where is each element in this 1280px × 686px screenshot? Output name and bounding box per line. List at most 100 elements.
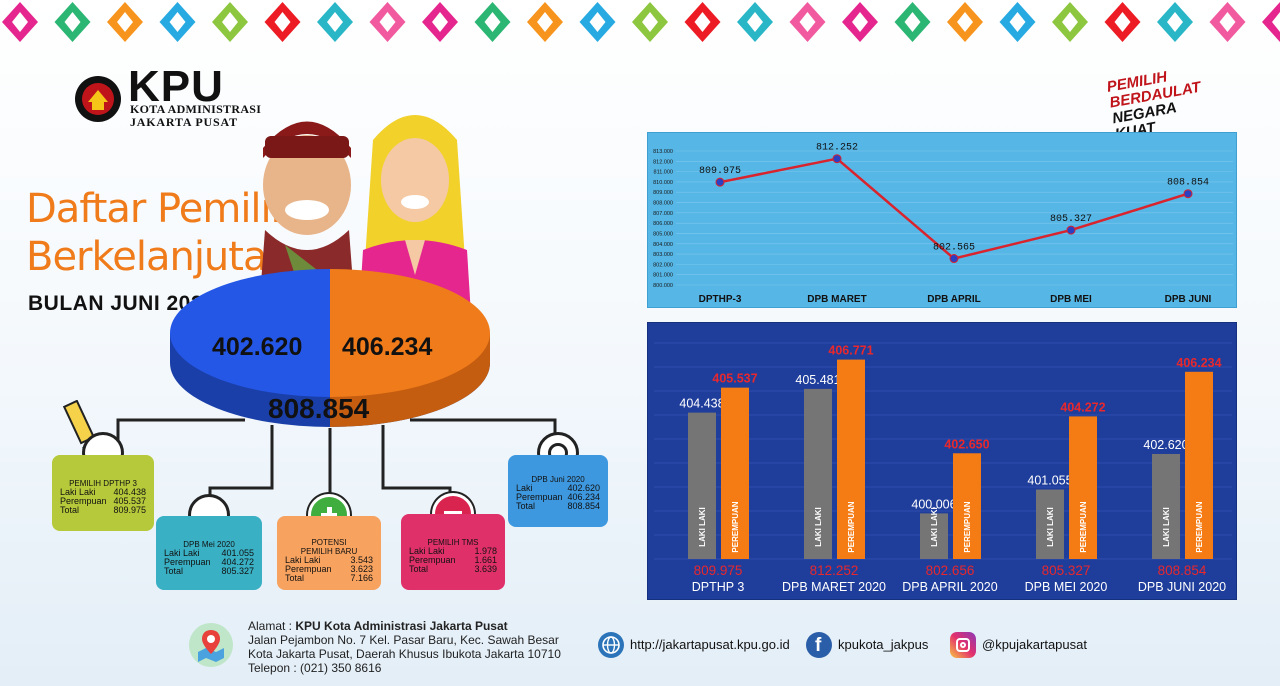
row-value: 808.854 [567,501,600,511]
y-tick-label: 806.000 [653,221,673,227]
map-pin-icon [189,623,233,667]
row-label: Total [164,566,184,576]
row-value: 809.975 [113,505,146,515]
row-label: Perempuan [285,564,332,574]
kpu-emblem-icon [75,76,121,122]
row-value: 7.166 [350,573,373,583]
row-label: Perempuan [164,557,211,567]
card-title-line2: PEMILIH BARU [300,547,358,556]
main-title-line2: Berkelanjutan [26,234,292,280]
ornament-diamond-inner [1219,12,1236,32]
decorative-ornament-border [2,2,1280,42]
pie-chart [170,269,490,427]
ornament-diamond-inner [957,12,973,32]
category-total-label: 808.854 [1158,563,1207,578]
y-tick-label: 802.000 [653,262,673,268]
pie-label-laki: 402.620 [212,333,303,361]
bar-perempuan [1185,371,1213,559]
line-chart: 813.000 812.000 811.000 810.000 809.000 808.0… [653,143,1233,305]
ornament-diamond-inner [1167,12,1183,32]
ornament-diamond-inner [537,12,553,32]
bar-value-label: 401.055 [1027,474,1072,488]
ornament-diamond-inner [222,12,238,32]
bar-value-label: 406.234 [1176,356,1221,370]
org-title: KPU [128,62,224,111]
bar-series-label: PEREMPUAN [1079,501,1088,552]
x-tick-label: DPTHP 3 [692,580,745,594]
ornament-diamond-inner [274,12,291,32]
y-tick-label: 805.000 [653,231,673,237]
card-title: PEMILIH TMS [427,538,479,547]
card-dpb-mei: DPB Mei 2020 Laki Laki 401.055 Perempuan 4… [156,516,262,590]
org-subtitle-line2: JAKARTA PUSAT [130,115,238,129]
address-line3: Kota Jakarta Pusat, Daerah Khusus Ibukot… [248,647,561,661]
y-tick-label: 801.000 [653,273,673,279]
facebook-link[interactable]: kpukota_jakpus [838,637,929,652]
row-value: 3.623 [350,564,373,574]
card-dpthp: PEMILIH DPTHP 3 Laki Laki 404.438 Perempu… [52,455,154,531]
data-label: 808.854 [1167,178,1209,189]
org-subtitle-line1: KOTA ADMINISTRASI [130,102,262,116]
ornament-diamond-inner [852,12,868,32]
category-total-label: 809.975 [694,563,743,578]
data-label: 812.252 [816,143,858,154]
address-line2: Jalan Pejambon No. 7 Kel. Pasar Baru, Ke… [248,633,559,647]
bar-perempuan [721,387,749,559]
y-tick-label: 813.000 [653,149,673,155]
phone-text: Telepon : (021) 350 8616 [248,661,382,675]
bar-series-label: LAKI LAKI [814,507,823,547]
y-tick-label: 808.000 [653,201,673,207]
data-point [1183,189,1193,199]
bar-perempuan [953,453,981,559]
row-label: Total [516,501,536,511]
category-total-label: 805.327 [1042,563,1091,578]
row-label: Total [285,573,305,583]
bar-value-label: 405.537 [712,372,757,386]
ornament-diamond-inner [327,12,343,32]
row-value: 3.639 [474,564,497,574]
row-value: 404.272 [221,557,254,567]
ornament-diamond-inner [642,12,658,32]
card-title-line1: POTENSI [311,538,347,547]
x-tick-label: DPB MARET [807,294,866,305]
y-tick-label: 810.000 [653,180,673,186]
data-label: 809.975 [699,166,741,177]
instagram-link[interactable]: @kpujakartapusat [982,637,1087,652]
bar-laki-laki [804,388,832,559]
bar-series-label: PEREMPUAN [847,501,856,552]
bar-perempuan [837,359,865,559]
bar-perempuan [1069,416,1097,559]
ornament-diamond-inner [1114,12,1131,32]
x-tick-label: DPB APRIL [927,294,981,305]
address-line1: Alamat : KPU Kota Administrasi Jakarta P… [248,619,508,633]
row-value: 402.620 [567,483,600,493]
y-tick-label: 811.000 [654,170,673,176]
y-tick-label: 803.000 [653,252,673,258]
address-org: KPU Kota Administrasi Jakarta Pusat [295,619,508,633]
address-label: Alamat : [248,619,296,633]
pie-slice-laki [170,269,330,397]
row-label: Laki [516,483,533,493]
bar-value-label: 406.771 [828,344,873,358]
ornament-diamond-inner [589,12,606,32]
category-total-label: 802.656 [926,563,975,578]
card-title: DPB Juni 2020 [531,475,585,484]
data-label: 805.327 [1050,214,1092,225]
row-label: Laki Laki [285,555,321,565]
y-tick-label: 800.000 [653,283,673,289]
bar-value-label: 400.006 [911,497,956,511]
x-tick-label: DPB MARET 2020 [782,580,886,594]
globe-icon [598,632,624,658]
row-value: 1.978 [474,546,497,556]
ornament-diamond-inner [12,12,28,32]
bar-chart: 404.438 LAKI LAKI 405.537 PEREMPUAN 809.975 D… [654,342,1232,594]
bar-series-label: LAKI LAKI [930,507,939,547]
row-label: Total [409,564,429,574]
bar-value-label: 404.272 [1060,400,1105,414]
category-total-label: 812.252 [810,563,859,578]
row-label: Laki Laki [164,548,200,558]
bar-laki-laki [1152,453,1180,559]
website-link[interactable]: http://jakartapusat.kpu.go.id [630,637,790,652]
ornament-diamond-inner [169,12,186,32]
row-value: 1.661 [474,555,497,565]
